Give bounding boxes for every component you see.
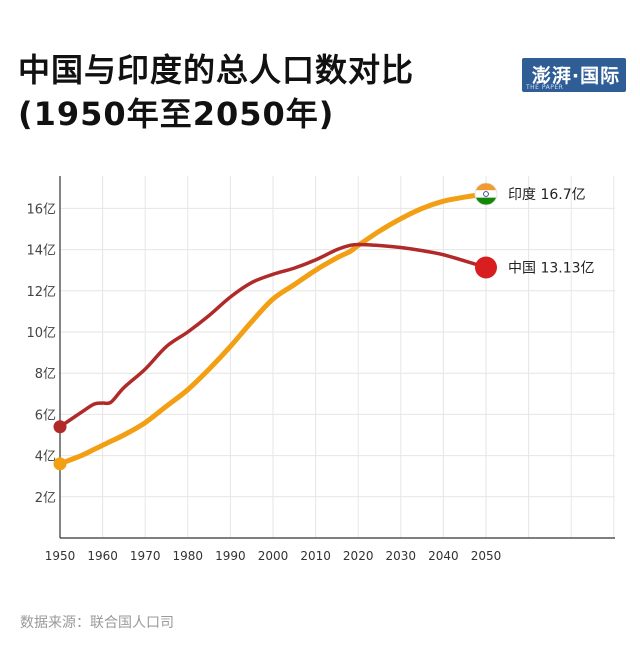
- chart-title: 中国与印度的总人口数对比 (1950年至2050年): [18, 48, 414, 136]
- y-tick-label: 16亿: [26, 202, 56, 217]
- title-line-2: (1950年至2050年): [18, 95, 335, 133]
- grid-layer: [59, 176, 615, 538]
- series-start-dot-india: [53, 457, 67, 471]
- x-tick-label: 2030: [386, 549, 417, 563]
- china-end-label: 中国 13.13亿: [508, 261, 595, 277]
- x-tick-label: 1990: [215, 549, 246, 563]
- india-flag-icon: [474, 182, 498, 206]
- brand-logo: 澎湃·国际 THE PAPER: [522, 58, 630, 98]
- series-line-india: [57, 191, 489, 467]
- india-flag-saffron: [475, 182, 497, 191]
- y-tick-label: 12亿: [26, 285, 56, 300]
- y-tick-label: 14亿: [26, 244, 56, 259]
- india-flag-body: [475, 182, 497, 205]
- x-tick-label: 2010: [300, 549, 331, 563]
- y-tick-label: 4亿: [35, 450, 56, 465]
- series-layer: [53, 182, 498, 471]
- y-tick-label: 10亿: [26, 326, 56, 341]
- x-tick-label: 1970: [130, 549, 161, 563]
- population-line-chart: 2亿 4亿 6亿 8亿 10亿 12亿 14亿 16亿 1950 1960 1970 1980 1990…: [26, 176, 615, 563]
- data-source: 数据来源：联合国人口司: [20, 615, 174, 631]
- y-tick-label: 6亿: [35, 408, 56, 423]
- india-flag-green: [475, 197, 497, 205]
- x-tick-label: 2020: [343, 549, 374, 563]
- india-end-label: 印度 16.7亿: [508, 187, 586, 203]
- series-line-china: [58, 242, 488, 429]
- y-tick-label: 2亿: [35, 491, 56, 506]
- y-tick-label: 8亿: [35, 367, 56, 382]
- title-line-1: 中国与印度的总人口数对比: [18, 51, 415, 89]
- x-tick-label: 2050: [471, 549, 502, 563]
- india-flag-outline: [474, 182, 498, 206]
- china-flag-icon: [475, 256, 497, 279]
- india-flag-chakra: [483, 191, 489, 197]
- brand-sub: THE PAPER: [526, 84, 564, 91]
- india-flag-white: [475, 190, 497, 198]
- x-tick-label: 2000: [258, 549, 289, 563]
- x-tick-label: 1960: [87, 549, 118, 563]
- axis-layer: 2亿 4亿 6亿 8亿 10亿 12亿 14亿 16亿 1950 1960 1970 1980 1990…: [26, 176, 615, 563]
- x-tick-label: 1980: [173, 549, 204, 563]
- x-tick-label: 1950: [45, 549, 76, 563]
- brand-logo-box: [522, 58, 626, 92]
- brand-name: 澎湃·国际: [531, 65, 621, 87]
- x-tick-label: 2040: [428, 549, 459, 563]
- series-start-dot-china: [53, 420, 67, 434]
